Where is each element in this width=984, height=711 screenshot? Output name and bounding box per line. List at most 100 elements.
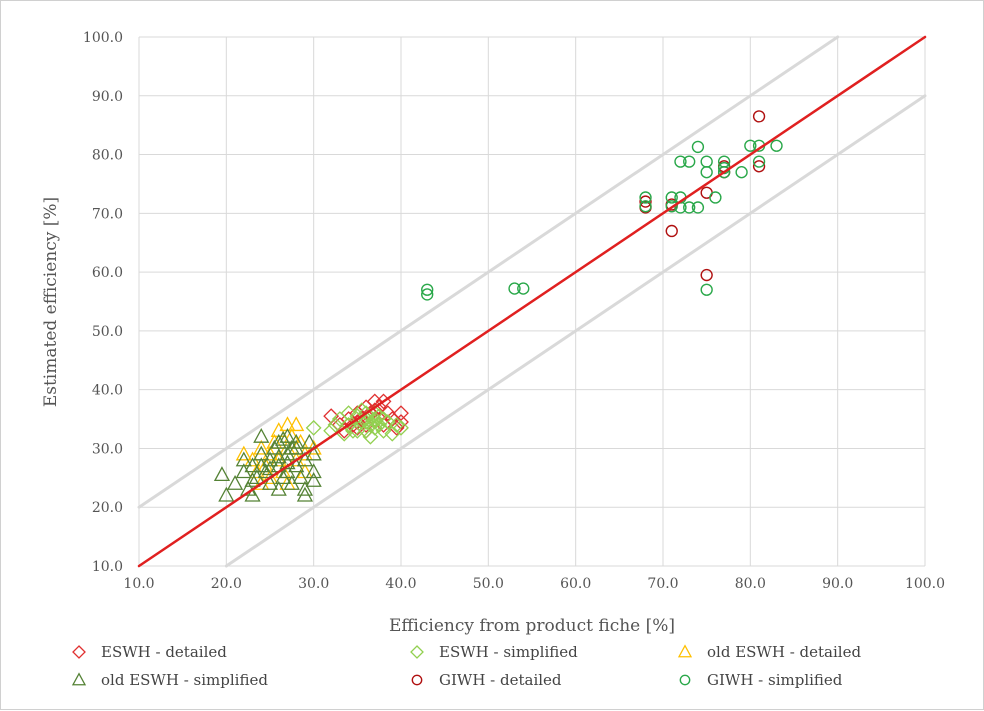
y-tick-label: 50.0 — [92, 324, 123, 340]
data-point — [279, 427, 296, 443]
data-point — [683, 155, 696, 168]
data-point — [253, 439, 270, 455]
legend-marker — [411, 674, 423, 686]
identity-line — [137, 35, 927, 568]
data-point — [421, 288, 434, 301]
data-point — [305, 472, 322, 487]
series-giwh-simplified — [421, 139, 783, 301]
data-point — [270, 480, 287, 496]
data-point — [421, 283, 434, 296]
data-point — [345, 422, 361, 439]
legend-marker — [72, 645, 86, 659]
data-point — [283, 439, 300, 455]
data-point — [305, 445, 322, 461]
data-point — [301, 433, 318, 449]
legend-item: old ESWH - simplified — [71, 671, 268, 689]
data-point — [379, 405, 396, 422]
data-point — [517, 282, 530, 295]
x-tick-label: 90.0 — [822, 576, 853, 592]
data-point — [371, 399, 388, 416]
y-tick-label: 40.0 — [92, 383, 123, 399]
data-point — [327, 417, 344, 433]
legend-label: ESWH - simplified — [439, 643, 578, 661]
data-point — [366, 402, 383, 419]
data-point — [305, 419, 322, 436]
legend-item: ESWH - detailed — [72, 643, 227, 661]
data-point — [752, 155, 766, 168]
upper-band-line — [137, 35, 840, 509]
data-point — [691, 201, 705, 214]
data-point — [296, 480, 314, 496]
data-point — [700, 268, 713, 282]
data-point — [244, 457, 261, 473]
legend-label: old ESWH - detailed — [707, 643, 861, 661]
reference-lines — [137, 35, 927, 568]
series-eswh-simplified — [305, 402, 409, 445]
y-tick-label: 80.0 — [92, 148, 123, 164]
legend-marker — [71, 672, 87, 686]
y-tick-label: 100.0 — [83, 30, 123, 46]
x-tick-label: 70.0 — [647, 576, 678, 592]
data-point — [253, 427, 270, 443]
x-tick-labels: 10.0 20.0 30.0 40.0 50.0 60.0 70.0 80.0 90.0 100.… — [123, 576, 945, 592]
x-tick-label: 80.0 — [735, 576, 766, 592]
data-point — [665, 191, 678, 204]
data-point — [261, 475, 279, 490]
x-tick-label: 100.0 — [905, 576, 945, 592]
legend-label: GIWH - detailed — [439, 671, 562, 689]
data-point — [275, 430, 292, 446]
x-tick-label: 20.0 — [211, 576, 242, 592]
y-tick-labels: 10.0 20.0 30.0 40.0 50.0 60.0 70.0 80.0 90.0 100.… — [83, 30, 123, 575]
data-point — [752, 110, 766, 123]
data-point — [371, 408, 388, 425]
data-point — [393, 414, 409, 430]
data-point — [358, 422, 374, 439]
data-point — [226, 475, 244, 490]
data-point — [371, 417, 388, 433]
x-tick-label: 30.0 — [298, 576, 329, 592]
data-point — [213, 466, 231, 482]
data-point — [683, 201, 696, 214]
data-point — [508, 282, 521, 295]
data-point — [639, 191, 652, 204]
legend-label: old ESWH - simplified — [101, 671, 268, 689]
legend-marker — [679, 674, 691, 686]
data-point — [674, 155, 687, 168]
data-points — [213, 110, 783, 502]
grid-lines — [138, 36, 926, 567]
data-point — [218, 486, 235, 502]
data-point — [292, 469, 309, 484]
data-point — [700, 155, 713, 168]
y-tick-label: 30.0 — [92, 441, 123, 457]
y-tick-label: 70.0 — [92, 206, 123, 222]
data-point — [288, 416, 305, 432]
x-axis-title: Efficiency from product fiche [%] — [389, 616, 675, 636]
data-point — [665, 200, 678, 213]
data-point — [340, 405, 357, 422]
data-point — [735, 166, 748, 179]
data-point — [665, 224, 678, 238]
data-point — [366, 414, 383, 430]
y-axis-title: Estimated efficiency [%] — [41, 197, 61, 407]
data-point — [253, 457, 270, 473]
data-point — [709, 191, 722, 204]
data-point — [305, 463, 322, 479]
data-point — [235, 451, 252, 467]
data-point — [244, 472, 261, 487]
data-point — [639, 195, 652, 208]
x-tick-label: 50.0 — [473, 576, 504, 592]
data-point — [717, 155, 731, 168]
x-tick-label: 60.0 — [560, 576, 591, 592]
lower-band-line — [224, 94, 927, 568]
series-old-eswh-simplified — [213, 427, 322, 502]
legend-marker — [677, 644, 693, 658]
data-point — [244, 486, 261, 502]
y-tick-label: 20.0 — [92, 500, 123, 516]
legend-label: GIWH - simplified — [707, 671, 843, 689]
legend-label: ESWH - detailed — [101, 643, 227, 661]
legend-item: ESWH - simplified — [410, 643, 578, 661]
data-point — [270, 448, 287, 464]
legend-item: GIWH - simplified — [679, 671, 843, 689]
legend: ESWH - detailed ESWH - simplified old ESWH… — [71, 643, 861, 689]
y-tick-label: 60.0 — [92, 265, 123, 281]
